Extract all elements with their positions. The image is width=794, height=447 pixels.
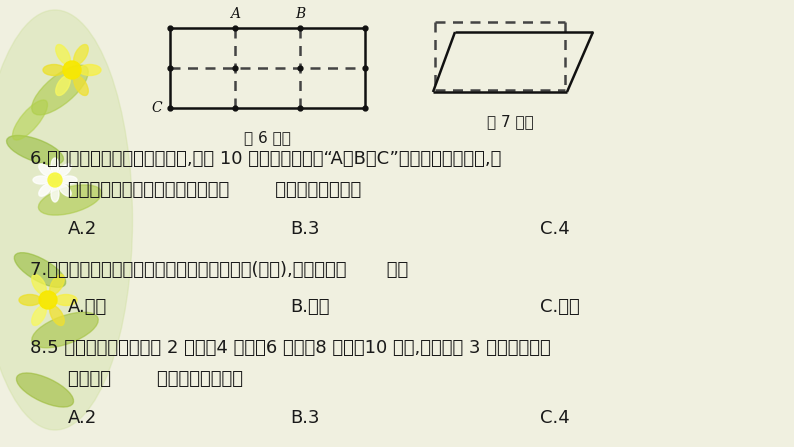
Text: 6.一张长方形纸对折两次后展开,得到 10 个交点。如果在“A、B、C”之外再选一个交点,使: 6.一张长方形纸对折两次后展开,得到 10 个交点。如果在“A、B、C”之外再选… [30,150,501,168]
Ellipse shape [74,76,88,96]
Ellipse shape [17,373,74,407]
Ellipse shape [39,164,52,177]
Text: 这四点连接能形成一个梯形。有（        ）种不同的选法。: 这四点连接能形成一个梯形。有（ ）种不同的选法。 [68,181,361,199]
Text: C.4: C.4 [540,220,570,238]
Ellipse shape [55,295,77,305]
Ellipse shape [56,76,71,96]
Ellipse shape [50,306,64,325]
Ellipse shape [33,176,49,184]
Ellipse shape [59,164,71,177]
Ellipse shape [39,184,52,196]
Ellipse shape [32,312,98,348]
Text: 8.5 根小棒的长度分别为 2 厘米、4 厘米、6 厘米、8 厘米、10 厘米,从中任选 3 根围三角形。: 8.5 根小棒的长度分别为 2 厘米、4 厘米、6 厘米、8 厘米、10 厘米,… [30,339,551,357]
Ellipse shape [51,158,59,174]
Text: C: C [152,101,162,115]
Text: 第 6 题图: 第 6 题图 [244,130,291,145]
Ellipse shape [61,176,77,184]
Text: C.4: C.4 [540,409,570,427]
Ellipse shape [32,306,46,325]
Text: A: A [230,7,240,21]
Ellipse shape [38,185,102,215]
Ellipse shape [13,100,48,140]
Text: B.3: B.3 [290,409,319,427]
Circle shape [63,61,81,79]
Text: B: B [295,7,305,21]
Ellipse shape [51,186,59,202]
Text: 7.把一个长方形活动框架拉成一个平行四边形(如图),它的周长（       ）。: 7.把一个长方形活动框架拉成一个平行四边形(如图),它的周长（ ）。 [30,261,408,279]
Circle shape [39,291,57,309]
Ellipse shape [56,45,71,64]
Text: A.变长: A.变长 [68,298,107,316]
Ellipse shape [74,45,88,64]
Ellipse shape [50,274,64,294]
Text: C.不变: C.不变 [540,298,580,316]
Text: B.变短: B.变短 [290,298,330,316]
Ellipse shape [32,274,46,294]
Text: A.2: A.2 [68,220,97,238]
Text: A.2: A.2 [68,409,97,427]
Ellipse shape [79,64,101,76]
Circle shape [48,173,62,187]
Ellipse shape [14,253,66,287]
Text: 一共有（        ）种不同的围法。: 一共有（ ）种不同的围法。 [68,370,243,388]
Ellipse shape [6,135,64,164]
Text: 第 7 题图: 第 7 题图 [487,114,534,129]
Ellipse shape [43,64,65,76]
Ellipse shape [0,10,133,430]
Text: B.3: B.3 [290,220,319,238]
Ellipse shape [19,295,41,305]
Ellipse shape [59,184,71,196]
Ellipse shape [32,65,88,115]
